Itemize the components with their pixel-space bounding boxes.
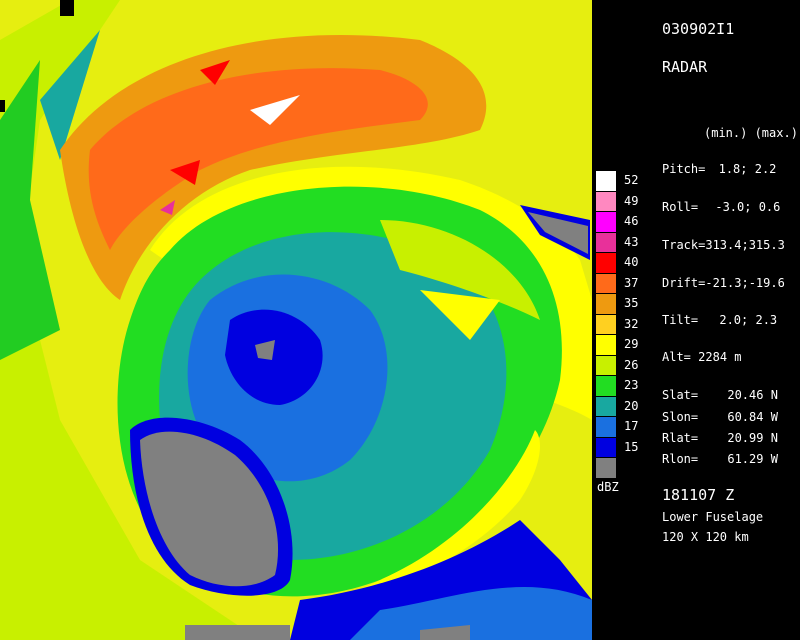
flight-id: 030902I1: [662, 20, 735, 38]
pos-value: 20.46 N: [727, 388, 778, 402]
legend-level: 23: [596, 375, 656, 396]
instrument-label: RADAR: [662, 58, 708, 76]
minmax-header: (min.) (max.): [704, 126, 798, 140]
legend-level: 35: [596, 293, 656, 314]
legend-swatch: [596, 395, 616, 416]
param-values: -21.3;-19.6: [705, 276, 785, 290]
param-label: Track=: [662, 238, 706, 252]
radar-image: [0, 0, 592, 640]
legend-level: 29: [596, 334, 656, 355]
legend-level: 20: [596, 395, 656, 416]
legend-level: [596, 457, 656, 478]
param-label: Tilt=: [662, 313, 699, 327]
legend-level-label: 49: [624, 193, 639, 208]
param-values: 313.4;315.3: [705, 238, 785, 252]
legend-swatch: [596, 313, 616, 334]
param-values: 1.8; 2.2: [718, 162, 777, 176]
legend-unit: dBZ: [597, 480, 619, 494]
pos-value: 61.29 W: [727, 452, 778, 466]
param-label: Drift=: [662, 276, 706, 290]
legend-swatch: [596, 334, 616, 355]
param-values: -3.0; 0.6: [715, 200, 781, 214]
legend-level-label: 15: [624, 439, 639, 454]
legend-level: 49: [596, 190, 656, 211]
param-roll: Roll= -3.0; 0.6: [662, 200, 780, 214]
legend-level-label: 23: [624, 378, 639, 392]
pos-slon: Slon= 60.84 W: [662, 410, 778, 424]
legend-level: 32: [596, 313, 656, 334]
legend-level-label: 35: [624, 296, 639, 310]
legend-level-label: 43: [624, 234, 639, 249]
legend-level-label: 17: [624, 419, 639, 433]
legend-swatch: [596, 190, 616, 211]
legend-swatch: [596, 436, 616, 457]
legend-swatch: [596, 211, 616, 232]
pos-label: Rlat=: [662, 431, 699, 445]
legend-swatch: [596, 457, 616, 478]
legend-level: 37: [596, 272, 656, 293]
param-label: Pitch=: [662, 162, 706, 176]
legend-swatch: [596, 354, 616, 375]
param-label: Alt=: [662, 350, 691, 364]
range-label: 120 X 120 km: [662, 530, 749, 544]
pos-label: Slat=: [662, 388, 699, 402]
legend-level: 46: [596, 211, 656, 232]
legend-level: 17: [596, 416, 656, 437]
legend-level-label: 32: [624, 316, 639, 331]
legend-swatch: [596, 293, 616, 314]
legend-swatch: [596, 416, 616, 437]
legend-swatch: [596, 272, 616, 293]
legend-swatch: [596, 231, 616, 252]
param-values: 2284 m: [698, 350, 742, 364]
antenna-label: Lower Fuselage: [662, 510, 764, 524]
time-stamp: 181107 Z: [662, 486, 735, 504]
pos-rlat: Rlat= 20.99 N: [662, 431, 778, 445]
param-values: 2.0; 2.3: [719, 313, 778, 327]
param-alt: Alt= 2284 m: [662, 350, 742, 364]
legend-level-label: 20: [624, 398, 639, 413]
legend-level-label: 40: [624, 255, 639, 269]
legend-level: 26: [596, 354, 656, 375]
legend-swatch: [596, 170, 616, 191]
legend-level-label: 46: [624, 214, 639, 228]
param-drift: Drift=-21.3;-19.6: [662, 276, 785, 290]
legend-level-label: 52: [624, 173, 639, 187]
pos-label: Rlon=: [662, 452, 699, 466]
param-track: Track=313.4;315.3: [662, 238, 785, 252]
legend-level-label: 26: [624, 357, 639, 372]
radar-reflectivity-map: [0, 0, 592, 640]
pos-slat: Slat= 20.46 N: [662, 388, 778, 402]
pos-rlon: Rlon= 61.29 W: [662, 452, 778, 466]
param-tilt: Tilt= 2.0; 2.3: [662, 313, 777, 327]
legend-level: 15: [596, 436, 656, 457]
legend-swatch: [596, 252, 616, 273]
legend-swatch: [596, 375, 616, 396]
legend-level: 40: [596, 252, 656, 273]
pos-value: 60.84 W: [727, 410, 778, 424]
pos-value: 20.99 N: [727, 431, 778, 445]
legend-level-label: 37: [624, 275, 639, 290]
param-pitch: Pitch= 1.8; 2.2: [662, 162, 776, 176]
legend-level-label: 29: [624, 337, 639, 351]
legend-level: 43: [596, 231, 656, 252]
param-label: Roll=: [662, 200, 699, 214]
legend-level: 52: [596, 170, 656, 191]
pos-label: Slon=: [662, 410, 699, 424]
